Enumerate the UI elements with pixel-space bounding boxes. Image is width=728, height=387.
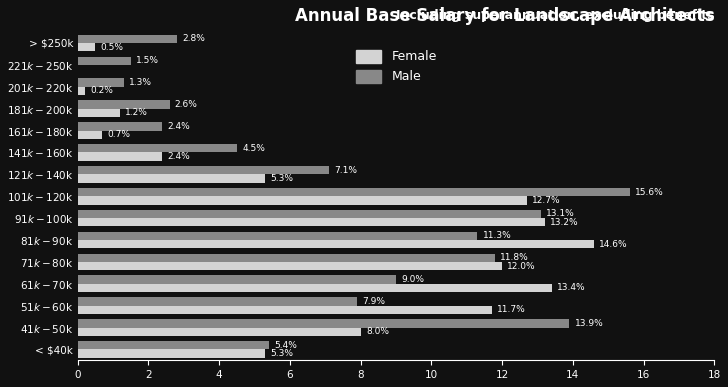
Bar: [78, 57, 130, 65]
Text: 12.0%: 12.0%: [507, 262, 536, 271]
Text: 7.1%: 7.1%: [334, 166, 357, 175]
Text: 2.4%: 2.4%: [167, 152, 191, 161]
Bar: [78, 341, 269, 349]
Text: 1.3%: 1.3%: [129, 78, 152, 87]
Bar: [78, 174, 265, 183]
Bar: [78, 144, 237, 152]
Bar: [78, 79, 124, 87]
Bar: [78, 152, 162, 161]
Bar: [78, 232, 478, 240]
Text: 14.6%: 14.6%: [599, 240, 628, 248]
Bar: [78, 210, 541, 218]
Bar: [78, 253, 495, 262]
Text: 4.5%: 4.5%: [242, 144, 265, 153]
Text: Including superannuation, excluding benefits: Including superannuation, excluding bene…: [396, 9, 714, 22]
Text: 1.5%: 1.5%: [136, 56, 159, 65]
Text: 0.2%: 0.2%: [90, 86, 113, 96]
Text: 13.1%: 13.1%: [546, 209, 575, 218]
Bar: [78, 306, 491, 314]
Bar: [78, 100, 170, 109]
Text: 13.2%: 13.2%: [550, 218, 579, 227]
Text: 11.3%: 11.3%: [483, 231, 512, 240]
Text: 5.3%: 5.3%: [270, 174, 293, 183]
Text: Annual Base Salary for Landscape Architects: Annual Base Salary for Landscape Archite…: [295, 7, 714, 25]
Text: 0.5%: 0.5%: [100, 43, 124, 51]
Legend: Female, Male: Female, Male: [352, 45, 442, 88]
Bar: [78, 240, 594, 248]
Bar: [78, 43, 95, 51]
Bar: [78, 284, 552, 292]
Text: 5.4%: 5.4%: [274, 341, 297, 350]
Text: 0.7%: 0.7%: [108, 130, 130, 139]
Bar: [78, 349, 265, 358]
Text: 13.9%: 13.9%: [574, 319, 604, 328]
Bar: [78, 196, 527, 204]
Text: 2.4%: 2.4%: [167, 122, 191, 131]
Bar: [78, 130, 103, 139]
Text: 15.6%: 15.6%: [635, 188, 663, 197]
Text: 1.2%: 1.2%: [125, 108, 149, 117]
Text: 7.9%: 7.9%: [363, 297, 385, 306]
Bar: [78, 218, 545, 226]
Text: 8.0%: 8.0%: [366, 327, 389, 336]
Bar: [78, 87, 84, 95]
Bar: [78, 319, 569, 327]
Bar: [78, 297, 357, 306]
Bar: [78, 262, 502, 270]
Bar: [78, 35, 177, 43]
Bar: [78, 109, 120, 117]
Text: 2.6%: 2.6%: [175, 100, 198, 109]
Text: 9.0%: 9.0%: [401, 275, 424, 284]
Text: 11.7%: 11.7%: [496, 305, 526, 314]
Text: 13.4%: 13.4%: [557, 283, 585, 293]
Text: 2.8%: 2.8%: [182, 34, 205, 43]
Text: 11.8%: 11.8%: [500, 253, 529, 262]
Bar: [78, 166, 329, 174]
Bar: [78, 327, 360, 336]
Text: 12.7%: 12.7%: [532, 196, 561, 205]
Bar: [78, 276, 396, 284]
Bar: [78, 188, 630, 196]
Bar: [78, 122, 162, 130]
Text: 5.3%: 5.3%: [270, 349, 293, 358]
